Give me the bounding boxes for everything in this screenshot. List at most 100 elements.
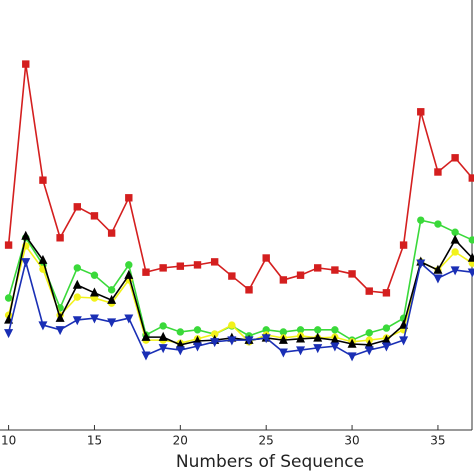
point [159, 322, 167, 330]
point [434, 220, 442, 228]
series-line [7, 261, 473, 357]
point [296, 271, 305, 279]
point [142, 268, 150, 276]
point [72, 279, 82, 289]
point [141, 331, 151, 341]
x-tick-label: 30 [344, 434, 359, 448]
point [89, 314, 99, 324]
point [39, 176, 47, 184]
point [296, 333, 306, 343]
point [279, 328, 288, 336]
series-line [7, 234, 473, 346]
point [244, 336, 254, 346]
point [468, 236, 474, 244]
point [21, 258, 31, 268]
point [159, 264, 167, 272]
point [210, 338, 220, 348]
x-tick-label: 15 [87, 434, 102, 448]
point [158, 344, 168, 354]
point [399, 336, 409, 346]
point [296, 346, 306, 356]
point [382, 324, 391, 332]
point [330, 342, 340, 352]
point [22, 60, 30, 68]
point [125, 261, 133, 269]
point [450, 266, 460, 276]
point [417, 108, 425, 116]
point [89, 287, 99, 297]
point [451, 228, 459, 236]
point [56, 234, 64, 242]
point [107, 318, 117, 328]
point [125, 194, 133, 202]
point [467, 268, 474, 278]
point [227, 336, 237, 346]
point [365, 287, 373, 295]
point [107, 286, 116, 294]
point [417, 216, 425, 224]
point [278, 348, 288, 358]
point [279, 276, 288, 284]
point [176, 328, 185, 336]
point [107, 294, 117, 304]
point [72, 316, 82, 326]
point [228, 272, 236, 280]
point [278, 334, 288, 344]
x-tick-label: 35 [430, 434, 445, 448]
series-line [7, 244, 473, 344]
point [381, 342, 391, 352]
point [347, 338, 357, 348]
point [73, 203, 81, 211]
point [331, 266, 339, 274]
point [4, 329, 14, 339]
point [467, 252, 474, 262]
point [451, 154, 459, 162]
point [107, 229, 116, 237]
x-tick-label: 20 [173, 434, 188, 448]
point [313, 344, 323, 354]
point [38, 254, 48, 264]
point [314, 264, 322, 272]
point [124, 314, 134, 324]
point [4, 314, 14, 324]
point [55, 326, 65, 336]
point [90, 212, 99, 220]
point [4, 241, 13, 249]
point [347, 352, 357, 362]
x-tick-label: 25 [259, 434, 274, 448]
point [158, 331, 168, 341]
point [4, 294, 13, 302]
point [193, 261, 202, 269]
x-tick-label: 10 [1, 434, 16, 448]
point [141, 351, 151, 361]
point [210, 258, 219, 266]
point [313, 332, 323, 342]
point [228, 321, 236, 329]
point [175, 346, 185, 356]
point [416, 259, 426, 269]
point [21, 230, 31, 240]
point [433, 264, 443, 274]
point [261, 334, 271, 344]
point [433, 274, 443, 284]
point [468, 174, 474, 182]
point [434, 168, 442, 176]
point [399, 241, 408, 249]
point [314, 326, 322, 334]
point [364, 346, 374, 356]
point [73, 293, 81, 301]
series-line [7, 63, 473, 294]
point [348, 270, 356, 278]
point [451, 248, 459, 256]
point [55, 312, 65, 322]
point [382, 289, 391, 297]
point [450, 234, 460, 244]
point [365, 329, 373, 337]
point [90, 271, 99, 279]
point [262, 254, 270, 262]
point [399, 319, 409, 329]
series-line [7, 219, 473, 342]
point [176, 262, 185, 270]
